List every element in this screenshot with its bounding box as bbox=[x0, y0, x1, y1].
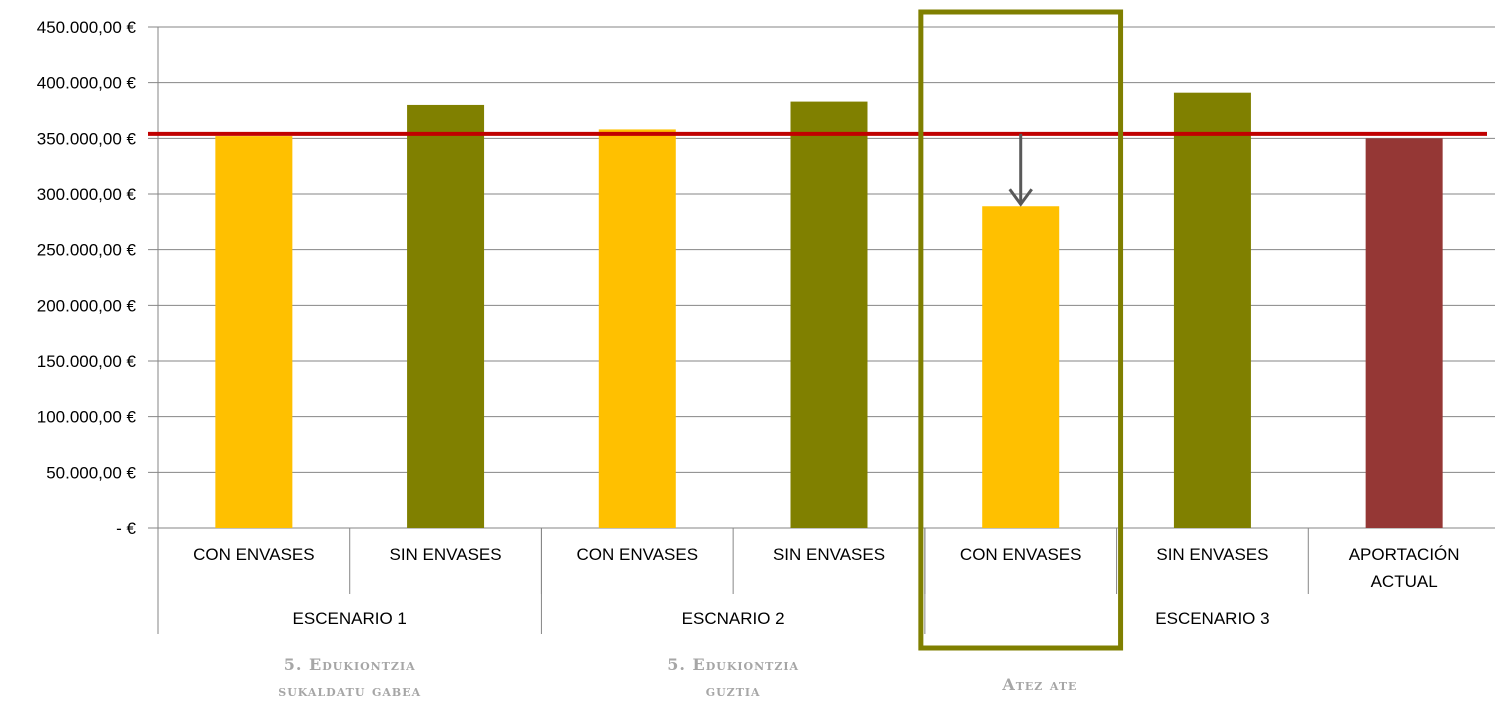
bar bbox=[215, 136, 293, 528]
x-group-label: ESCENARIO 1 bbox=[293, 609, 407, 628]
bar bbox=[982, 206, 1060, 528]
bar bbox=[1365, 138, 1443, 529]
footnotes: 5. Edukiontzia sukaldatu gabea 5. Edukiont… bbox=[278, 655, 1077, 700]
arrow-head bbox=[1008, 188, 1033, 207]
bar bbox=[1173, 92, 1251, 528]
y-tick-label: 100.000,00 € bbox=[37, 408, 137, 427]
footnote-label: guztia bbox=[706, 681, 761, 700]
highlight-box bbox=[918, 9, 1124, 651]
footnote-label: Atez ate bbox=[1001, 675, 1077, 694]
x-category-label: SIN ENVASES bbox=[1156, 545, 1268, 564]
bars bbox=[215, 92, 1443, 529]
x-category-label: CON ENVASES bbox=[960, 545, 1082, 564]
x-category-label: CON ENVASES bbox=[577, 545, 699, 564]
bar bbox=[790, 101, 868, 529]
y-tick-label: 350.000,00 € bbox=[37, 129, 137, 148]
x-category-label: ACTUAL bbox=[1371, 572, 1438, 591]
x-group-label: ESCENARIO 3 bbox=[1155, 609, 1269, 628]
bar bbox=[407, 104, 485, 528]
y-tick-label: - € bbox=[116, 519, 136, 538]
y-tick-label: 250.000,00 € bbox=[37, 241, 137, 260]
y-tick-label: 150.000,00 € bbox=[37, 352, 137, 371]
bar bbox=[598, 129, 676, 528]
y-tick-label: 50.000,00 € bbox=[46, 463, 136, 482]
footnote-label: 5. Edukiontzia bbox=[284, 655, 416, 674]
highlight-layer bbox=[918, 9, 1124, 651]
x-axis: CON ENVASES SIN ENVASES CON ENVASES SIN ENV… bbox=[193, 528, 1460, 634]
y-tick-label: 200.000,00 € bbox=[37, 296, 137, 315]
x-category-label: SIN ENVASES bbox=[390, 545, 502, 564]
x-group-label: ESCNARIO 2 bbox=[682, 609, 785, 628]
x-category-label: APORTACIÓN bbox=[1349, 545, 1460, 564]
footnote-label: sukaldatu gabea bbox=[278, 681, 421, 700]
y-tick-label: 400.000,00 € bbox=[37, 74, 137, 93]
footnote-label: 5. Edukiontzia bbox=[667, 655, 799, 674]
y-tick-label: 450.000,00 € bbox=[37, 18, 137, 37]
y-tick-label: 300.000,00 € bbox=[37, 185, 137, 204]
x-category-label: SIN ENVASES bbox=[773, 545, 885, 564]
x-category-label: CON ENVASES bbox=[193, 545, 315, 564]
y-axis-ticks: - € 50.000,00 € 100.000,00 € 150.000,00 € 20… bbox=[37, 18, 137, 538]
